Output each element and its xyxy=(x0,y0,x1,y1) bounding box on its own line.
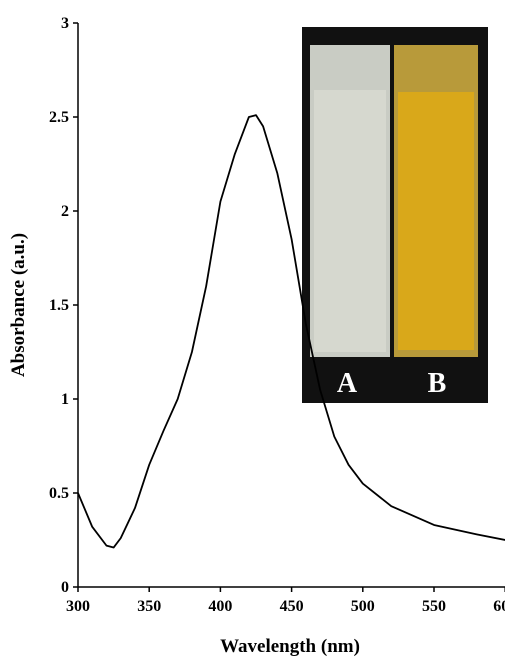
x-tick-label: 450 xyxy=(280,598,304,615)
inset-label: A xyxy=(337,368,358,399)
cuvette-a-liquid xyxy=(314,90,386,352)
x-tick-label: 550 xyxy=(422,598,446,615)
x-tick-label: 300 xyxy=(66,598,90,615)
y-tick-label: 3 xyxy=(61,15,69,32)
x-axis-title: Wavelength (nm) xyxy=(220,636,360,657)
x-tick-label: 350 xyxy=(137,598,161,615)
y-tick-label: 2.5 xyxy=(49,109,69,126)
y-tick-label: 0.5 xyxy=(49,485,69,502)
y-tick-label: 2 xyxy=(61,203,69,220)
y-tick-label: 1 xyxy=(61,391,69,408)
inset-photo: A B xyxy=(302,27,488,403)
x-tick-label: 500 xyxy=(351,598,375,615)
spectrum-line xyxy=(77,114,505,549)
y-tick-label: 1.5 xyxy=(49,297,69,314)
x-tick-label: 600 xyxy=(493,598,505,615)
cuvette-b-liquid xyxy=(398,92,474,350)
y-axis-title: Absorbance (a.u.) xyxy=(8,233,29,377)
x-tick-label: 400 xyxy=(208,598,232,615)
y-tick-label: 0 xyxy=(61,579,69,596)
inset-label: B xyxy=(428,368,447,399)
